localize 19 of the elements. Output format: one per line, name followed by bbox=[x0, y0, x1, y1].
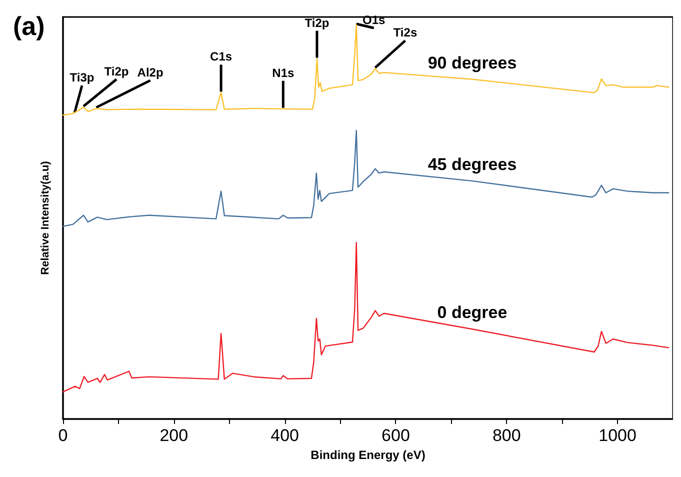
x-tick-label: 800 bbox=[492, 426, 521, 445]
x-tick-label: 1000 bbox=[598, 426, 636, 445]
annotation: Ti2p bbox=[304, 16, 330, 30]
annotation: Ti2s bbox=[393, 26, 418, 40]
annotation: Al2p bbox=[137, 65, 164, 80]
chart-title: (a) bbox=[13, 11, 45, 41]
x-tick-label: 200 bbox=[160, 426, 188, 445]
x-axis-title: Binding Energy (eV) bbox=[310, 448, 426, 462]
series-label: 45 degrees bbox=[428, 154, 517, 174]
series-label: 90 degrees bbox=[428, 53, 517, 72]
series-label: 0 degree bbox=[437, 303, 508, 322]
annotation: N1s bbox=[272, 66, 294, 80]
x-tick-label: 600 bbox=[382, 426, 410, 445]
y-axis-title: Relative Intensity(a.u) bbox=[40, 160, 52, 275]
annotation: Ti3p bbox=[70, 70, 94, 85]
annotation: Ti2p bbox=[104, 64, 129, 78]
x-tick-label: 0 bbox=[58, 426, 68, 445]
x-tick-label: 400 bbox=[270, 426, 300, 445]
annotation: C1s bbox=[210, 50, 232, 64]
